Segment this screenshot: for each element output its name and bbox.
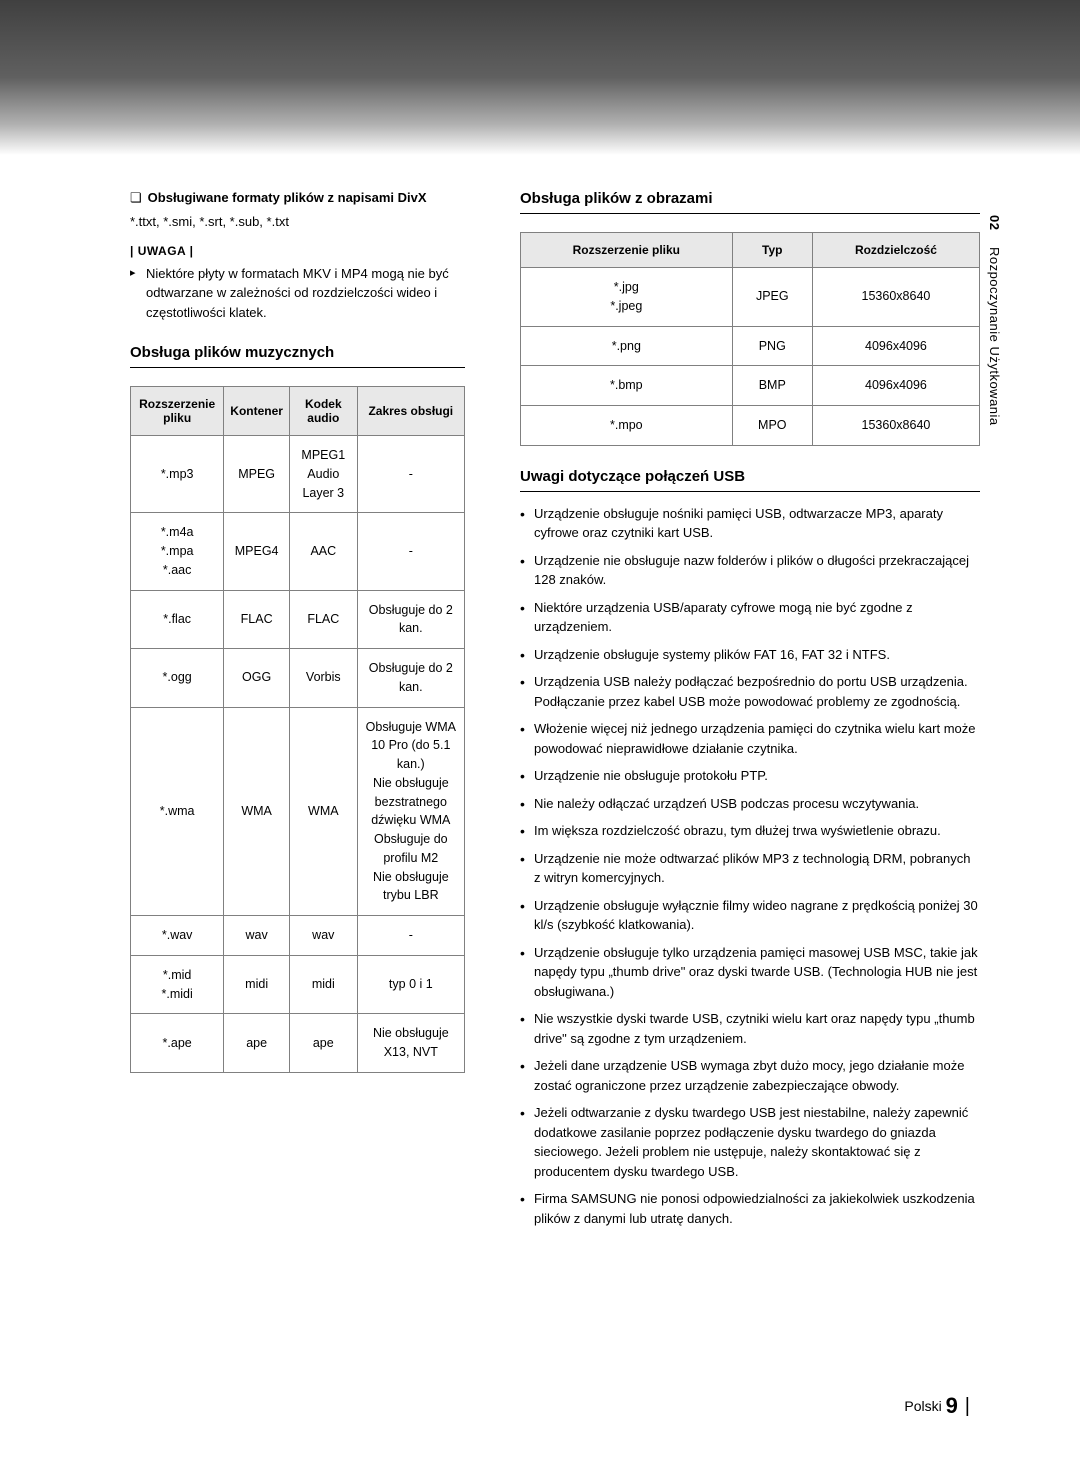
note-text: Niektóre płyty w formatach MKV i MP4 mog… — [130, 264, 465, 323]
table-cell: 15360x8640 — [812, 268, 979, 327]
music-heading: Obsługa plików muzycznych — [130, 344, 465, 368]
table-cell: ape — [224, 1014, 290, 1073]
table-cell: 4096x4096 — [812, 366, 979, 406]
table-row: *.apeapeapeNie obsługuje X13, NVT — [131, 1014, 465, 1073]
usb-heading: Uwagi dotyczące połączeń USB — [520, 468, 980, 492]
table-cell: JPEG — [732, 268, 812, 327]
list-item: Jeżeli odtwarzanie z dysku twardego USB … — [520, 1103, 980, 1181]
table-cell: - — [357, 436, 464, 513]
table-cell: typ 0 i 1 — [357, 955, 464, 1014]
table-cell: - — [357, 513, 464, 590]
image-th-res: Rozdzielczość — [812, 233, 979, 268]
music-th-container: Kontener — [224, 387, 290, 436]
image-table: Rozszerzenie pliku Typ Rozdzielczość *.j… — [520, 232, 980, 446]
table-cell: *.jpg *.jpeg — [521, 268, 733, 327]
table-cell: *.wav — [131, 916, 224, 956]
music-th-codec: Kodek audio — [289, 387, 357, 436]
table-cell: Obsługuje do 2 kan. — [357, 590, 464, 649]
table-cell: - — [357, 916, 464, 956]
music-th-range: Zakres obsługi — [357, 387, 464, 436]
divx-formats: *.ttxt, *.smi, *.srt, *.sub, *.txt — [130, 212, 465, 232]
list-item: Urządzenie nie obsługuje protokołu PTP. — [520, 766, 980, 786]
table-row: *.mp3MPEGMPEG1 Audio Layer 3- — [131, 436, 465, 513]
table-cell: *.wma — [131, 707, 224, 916]
table-row: *.mid *.midimidimidityp 0 i 1 — [131, 955, 465, 1014]
table-cell: MPEG — [224, 436, 290, 513]
note-label: | UWAGA | — [130, 244, 465, 258]
table-cell: midi — [289, 955, 357, 1014]
table-cell: *.mp3 — [131, 436, 224, 513]
footer-page: 9 — [946, 1393, 958, 1418]
list-item: Firma SAMSUNG nie ponosi odpowiedzialnoś… — [520, 1189, 980, 1228]
table-cell: *.flac — [131, 590, 224, 649]
table-cell: *.ogg — [131, 649, 224, 708]
table-cell: BMP — [732, 366, 812, 406]
list-item: Jeżeli dane urządzenie USB wymaga zbyt d… — [520, 1056, 980, 1095]
sidebar-tab: 02 Rozpoczynanie Użytkowania — [987, 215, 1002, 426]
table-cell: ape — [289, 1014, 357, 1073]
table-row: *.bmpBMP4096x4096 — [521, 366, 980, 406]
table-cell: WMA — [289, 707, 357, 916]
table-cell: MPO — [732, 406, 812, 446]
list-item: Urządzenie obsługuje nośniki pamięci USB… — [520, 504, 980, 543]
table-cell: *.bmp — [521, 366, 733, 406]
list-item: Urządzenie obsługuje wyłącznie filmy wid… — [520, 896, 980, 935]
image-heading: Obsługa plików z obrazami — [520, 190, 980, 214]
table-cell: 15360x8640 — [812, 406, 979, 446]
table-row: *.wavwavwav- — [131, 916, 465, 956]
table-cell: MPEG1 Audio Layer 3 — [289, 436, 357, 513]
table-cell: midi — [224, 955, 290, 1014]
list-item: Urządzenie obsługuje systemy plików FAT … — [520, 645, 980, 665]
table-cell: *.mid *.midi — [131, 955, 224, 1014]
list-item: Im większa rozdzielczość obrazu, tym dłu… — [520, 821, 980, 841]
table-cell: wav — [224, 916, 290, 956]
table-cell: PNG — [732, 326, 812, 366]
table-cell: Obsługuje WMA 10 Pro (do 5.1 kan.) Nie o… — [357, 707, 464, 916]
table-row: *.flacFLACFLACObsługuje do 2 kan. — [131, 590, 465, 649]
table-row: *.m4a *.mpa *.aacMPEG4AAC- — [131, 513, 465, 590]
image-th-type: Typ — [732, 233, 812, 268]
list-item: Urządzenie obsługuje tylko urządzenia pa… — [520, 943, 980, 1002]
table-cell: FLAC — [289, 590, 357, 649]
footer-bar: | — [965, 1395, 970, 1417]
list-item: Urządzenie nie obsługuje nazw folderów i… — [520, 551, 980, 590]
table-row: *.jpg *.jpegJPEG15360x8640 — [521, 268, 980, 327]
table-cell: MPEG4 — [224, 513, 290, 590]
table-cell: AAC — [289, 513, 357, 590]
table-cell: OGG — [224, 649, 290, 708]
top-shadow — [0, 0, 1080, 155]
table-cell: Nie obsługuje X13, NVT — [357, 1014, 464, 1073]
table-row: *.oggOGGVorbisObsługuje do 2 kan. — [131, 649, 465, 708]
table-row: *.mpoMPO15360x8640 — [521, 406, 980, 446]
table-cell: 4096x4096 — [812, 326, 979, 366]
table-cell: FLAC — [224, 590, 290, 649]
table-cell: *.mpo — [521, 406, 733, 446]
list-item: Włożenie więcej niż jednego urządzenia p… — [520, 719, 980, 758]
list-item: Nie wszystkie dyski twarde USB, czytniki… — [520, 1009, 980, 1048]
table-cell: *.png — [521, 326, 733, 366]
table-cell: WMA — [224, 707, 290, 916]
list-item: Niektóre urządzenia USB/aparaty cyfrowe … — [520, 598, 980, 637]
music-th-ext: Rozszerzenie pliku — [131, 387, 224, 436]
table-cell: *.ape — [131, 1014, 224, 1073]
table-cell: wav — [289, 916, 357, 956]
page-footer: Polski 9 | — [904, 1393, 970, 1419]
section-number: 02 — [987, 215, 1002, 230]
list-item: Urządzenia USB należy podłączać bezpośre… — [520, 672, 980, 711]
list-item: Nie należy odłączać urządzeń USB podczas… — [520, 794, 980, 814]
image-th-ext: Rozszerzenie pliku — [521, 233, 733, 268]
right-column: Obsługa plików z obrazami Rozszerzenie p… — [520, 190, 980, 1236]
table-cell: Obsługuje do 2 kan. — [357, 649, 464, 708]
music-table: Rozszerzenie pliku Kontener Kodek audio … — [130, 386, 465, 1073]
section-label: Rozpoczynanie Użytkowania — [987, 247, 1002, 426]
list-item: Urządzenie nie może odtwarzać plików MP3… — [520, 849, 980, 888]
footer-lang: Polski — [904, 1398, 941, 1414]
usb-notes-list: Urządzenie obsługuje nośniki pamięci USB… — [520, 504, 980, 1229]
table-row: *.wmaWMAWMAObsługuje WMA 10 Pro (do 5.1 … — [131, 707, 465, 916]
table-cell: *.m4a *.mpa *.aac — [131, 513, 224, 590]
table-row: *.pngPNG4096x4096 — [521, 326, 980, 366]
table-cell: Vorbis — [289, 649, 357, 708]
left-column: Obsługiwane formaty plików z napisami Di… — [130, 190, 465, 1236]
divx-heading: Obsługiwane formaty plików z napisami Di… — [130, 190, 465, 206]
